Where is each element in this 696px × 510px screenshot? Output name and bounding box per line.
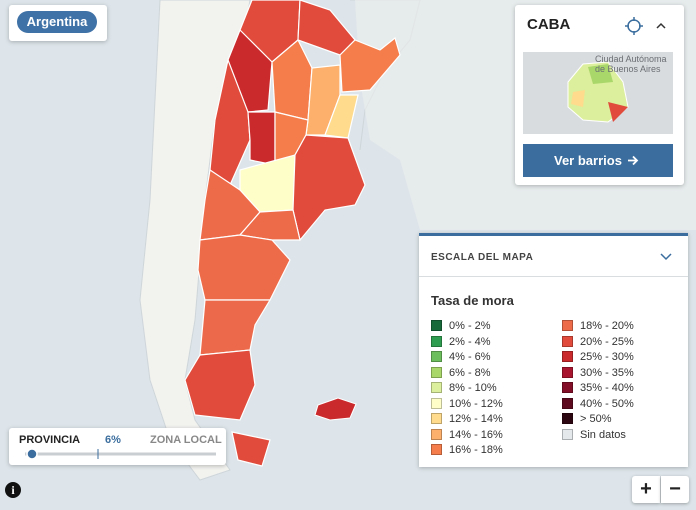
legend-label: 0% - 2% [449, 320, 491, 332]
legend-swatch [562, 320, 573, 331]
legend-item: 2% - 4% [431, 335, 491, 350]
legend-label: > 50% [580, 413, 612, 425]
legend-label: 12% - 14% [449, 413, 503, 425]
legend-label: 20% - 25% [580, 335, 634, 348]
legend-label: 8% - 10% [449, 382, 497, 394]
legend-swatch [431, 428, 442, 440]
legend-item: 20% - 25% [562, 335, 634, 350]
province [339, 36, 401, 93]
minimap-label: Ciudad Autónoma de Buenos Aires [595, 54, 667, 74]
legend-swatch [562, 397, 573, 409]
legend-item: 4% - 6% [431, 351, 491, 365]
minimap-shape [567, 61, 629, 123]
legend-swatch [562, 335, 573, 347]
province [184, 349, 256, 421]
slider-right-label: ZONA LOCAL [150, 434, 222, 446]
legend-item: 30% - 35% [562, 366, 634, 381]
level-slider: PROVINCIA 6% ZONA LOCAL [9, 428, 226, 465]
legend-swatch [431, 351, 442, 362]
legend-label: 30% - 35% [580, 366, 634, 379]
legend-item: 40% - 50% [562, 397, 634, 412]
legend-swatch [431, 335, 442, 347]
legend-item: 14% - 16% [431, 428, 503, 443]
collapse-icon[interactable] [660, 253, 672, 261]
legend-item: 10% - 12% [431, 397, 503, 412]
legend-item: 18% - 20% [562, 320, 634, 334]
zoom-in-button[interactable]: + [632, 476, 660, 503]
legend-swatch [431, 413, 442, 424]
legend-swatch [562, 351, 573, 362]
legend-label: 2% - 4% [449, 335, 491, 348]
legend-item: 8% - 10% [431, 382, 497, 396]
locate-icon[interactable] [625, 17, 643, 35]
legend-swatch [431, 444, 442, 455]
button-label: Ver barrios [554, 153, 622, 168]
legend-label: Sin datos [580, 428, 626, 441]
slider-track[interactable] [9, 447, 226, 461]
panel-icons [625, 17, 666, 35]
zoom-out-button[interactable]: − [661, 476, 689, 503]
legend-item: 25% - 30% [562, 351, 634, 365]
arrow-icon [628, 155, 639, 166]
divider [419, 276, 688, 277]
legend-header: ESCALA DEL MAPA [431, 252, 534, 263]
minimap: Ciudad Autónoma de Buenos Aires [523, 52, 673, 134]
legend-item: 6% - 8% [431, 366, 491, 381]
legend-label: 40% - 50% [580, 397, 634, 410]
country-button[interactable]: Argentina [17, 11, 97, 33]
legend-swatch [562, 413, 573, 424]
legend-panel: ESCALA DEL MAPA Tasa de mora 0% - 2% 2% -… [419, 233, 688, 467]
legend-label: 14% - 16% [449, 428, 503, 441]
view-button[interactable]: Ver barrios [523, 144, 673, 177]
slider-value: 6% [105, 434, 121, 446]
legend-label: 16% - 18% [449, 444, 503, 456]
provinces [184, 0, 401, 467]
legend-label: 10% - 12% [449, 397, 503, 410]
country-selector: Argentina [9, 5, 107, 41]
panel-title: CABA [527, 16, 571, 33]
legend-swatch [431, 397, 442, 409]
legend-title: Tasa de mora [431, 293, 514, 308]
legend-swatch [431, 366, 442, 378]
slider-left-label: PROVINCIA [19, 434, 81, 446]
caba-panel: CABA Ciudad Autónoma de Buenos Aires Ver… [515, 5, 684, 185]
legend-swatch [562, 382, 573, 393]
legend-label: 35% - 40% [580, 382, 634, 394]
legend-item: 35% - 40% [562, 382, 634, 396]
legend-swatch [431, 382, 442, 393]
province [247, 111, 276, 166]
slider-knob[interactable] [26, 448, 38, 460]
legend-label: 18% - 20% [580, 320, 634, 332]
legend-label: 25% - 30% [580, 351, 634, 363]
legend-item: 16% - 18% [431, 444, 503, 458]
legend-swatch [562, 366, 573, 378]
legend-label: 6% - 8% [449, 366, 491, 379]
province [197, 234, 291, 301]
province [238, 209, 301, 241]
islands [314, 397, 357, 421]
legend-item: > 50% [562, 413, 612, 427]
province [199, 299, 272, 356]
legend-item: Sin datos [562, 428, 626, 443]
legend-swatch [562, 428, 573, 440]
collapse-icon[interactable] [656, 22, 666, 29]
province [231, 431, 271, 467]
legend-item: 0% - 2% [431, 320, 491, 334]
legend-item: 12% - 14% [431, 413, 503, 427]
info-button[interactable]: i [5, 482, 21, 498]
legend-swatch [431, 320, 442, 331]
legend-label: 4% - 6% [449, 351, 491, 363]
